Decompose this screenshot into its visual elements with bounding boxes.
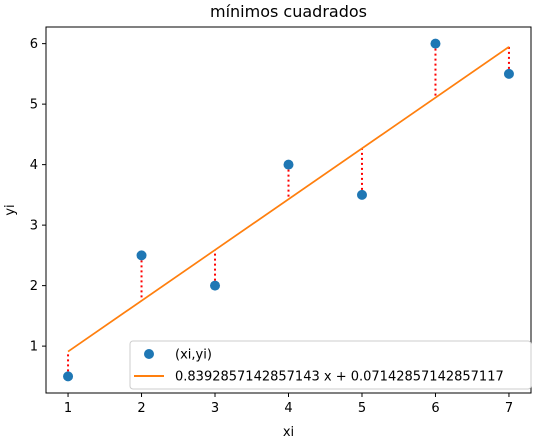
data-point — [136, 250, 147, 261]
legend-label-fit-line: 0.8392857142857143 x + 0.071428571428571… — [175, 370, 504, 385]
y-axis-ticks: 1 2 3 4 5 6 — [30, 37, 46, 355]
legend-marker-points — [144, 349, 154, 359]
fit-line — [67, 46, 510, 353]
x-tick-label: 4 — [284, 401, 292, 416]
legend-label-points: (xi,yi) — [175, 348, 212, 363]
data-point — [283, 159, 294, 170]
y-axis-label: yi — [3, 204, 18, 215]
x-tick-label: 2 — [137, 401, 145, 416]
x-axis-ticks: 1 2 3 4 5 6 7 — [64, 393, 513, 416]
y-tick-label: 1 — [30, 340, 38, 355]
chart-title: mínimos cuadrados — [210, 2, 367, 21]
legend-box — [129, 340, 532, 390]
x-tick-label: 5 — [358, 401, 366, 416]
x-tick-label: 1 — [64, 401, 72, 416]
y-tick-label: 4 — [30, 158, 38, 173]
residual-lines — [67, 43, 510, 377]
data-point — [430, 38, 441, 49]
y-tick-label: 5 — [30, 98, 38, 113]
data-point — [503, 68, 514, 79]
x-axis-label: xi — [283, 425, 294, 440]
x-tick-label: 6 — [431, 401, 439, 416]
x-tick-label: 3 — [211, 401, 219, 416]
data-point — [63, 371, 74, 382]
y-tick-label: 6 — [30, 37, 38, 52]
y-tick-label: 2 — [30, 279, 38, 294]
data-points — [63, 38, 514, 382]
fit-line-layer — [67, 46, 510, 353]
x-tick-label: 7 — [505, 401, 513, 416]
y-tick-label: 3 — [30, 219, 38, 234]
legend: (xi,yi) 0.8392857142857143 x + 0.0714285… — [129, 340, 532, 390]
data-point — [210, 280, 221, 291]
data-point — [356, 189, 367, 200]
